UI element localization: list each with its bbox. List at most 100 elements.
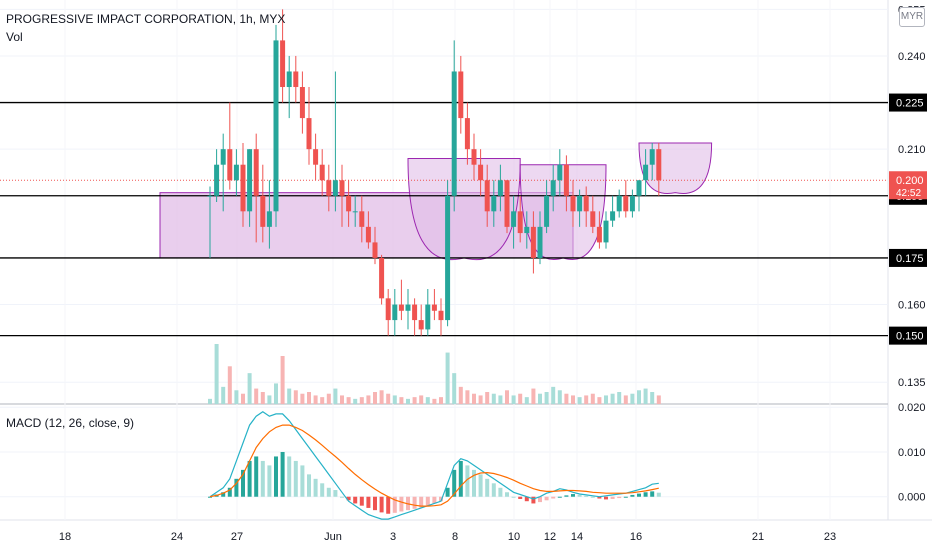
time-tick-label: 14 [571,531,583,543]
candle-body [418,320,424,330]
volume-bar [333,388,338,404]
pattern-drawings[interactable] [159,142,713,260]
candle-body [214,164,220,196]
candle-body [517,211,523,234]
volume-bar [412,397,417,404]
candle-body [603,220,609,243]
volume-bar [604,395,608,404]
candle-body [445,195,451,321]
macd-histogram-bar [399,496,404,512]
level-badge [889,326,927,345]
macd-histogram-bar [267,465,272,497]
candle-body [590,211,596,227]
candle-body [491,195,497,212]
macd-histogram-bar [373,496,377,511]
volume-bar [359,397,364,404]
macd-histogram-bar [505,492,509,497]
candle-body [266,211,272,227]
axes: 0.1350.1600.2100.2400.2550.0200.0100.000… [59,4,926,543]
candle-body [438,310,444,321]
macd-histogram-bar [221,492,226,497]
candle-body [220,149,226,165]
countdown-label: 42:52 [896,188,921,199]
volume-bar [590,393,595,404]
volume-bar [267,395,272,404]
volume-bar [340,395,344,404]
macd-histogram-bar [313,478,318,497]
volume-bar [379,390,384,404]
candle-body [484,180,490,212]
candle-body [240,164,246,212]
macd-histogram-bar [300,465,305,497]
candle-body [577,195,583,212]
macd-histogram-bar [346,496,351,501]
macd-histogram-bar [584,495,589,497]
macd-histogram-bar [630,494,635,497]
volume-bar [419,395,424,404]
macd-histogram-bar [656,492,661,497]
candle-body [610,211,616,221]
candle-body [405,304,411,311]
macd-histogram-bar [208,496,212,498]
macd-histogram-bar [557,496,562,498]
volume-bar [399,397,404,404]
macd-histogram-bar [293,460,298,497]
volume-bar [392,395,397,404]
macd-pane [208,410,661,520]
candle-body [656,149,662,181]
macd-histogram-bar [260,460,265,497]
macd-histogram-bar [458,460,463,497]
candle-body [365,226,371,243]
currency-badge[interactable]: MYR [899,7,925,27]
candle-body [504,180,510,227]
macd-histogram-bar [452,469,457,497]
candle-body [596,226,602,243]
volume-bar [478,395,483,404]
volume-bars [208,344,661,404]
candle-body [392,304,398,321]
macd-tick-label: 0.000 [898,492,926,504]
volume-bar [386,393,391,404]
volume-bar [274,383,278,404]
candle-body [372,242,378,258]
macd-histogram-bar [478,474,483,497]
volume-bar [208,398,212,404]
volume-bar [564,393,569,404]
candle-body [207,195,213,197]
candle-body [253,149,259,196]
volume-bar [485,392,490,404]
volume-bar [630,393,635,404]
volume-bar [300,393,305,404]
candle-body [339,180,345,196]
candle-body [537,226,543,258]
candle-body [530,226,536,258]
candle-body [280,40,286,88]
volume-bar [346,397,351,404]
candle-body [550,180,556,196]
time-tick-label: Jun [324,531,342,543]
macd-histogram-bar [392,496,397,513]
macd-histogram-bar [643,492,648,497]
macd-histogram-bar [241,469,245,497]
candle-body [431,304,437,311]
volume-bar [373,392,377,404]
macd-histogram-bar [353,496,358,504]
macd-histogram-bar [439,496,443,502]
macd-tick-label: 0.020 [898,402,926,414]
volume-bar [406,398,410,404]
time-tick-label: 24 [171,531,183,543]
candle-body [524,226,530,234]
macd-histogram-bar [571,494,575,497]
volume-bar [221,386,226,404]
volume-bar [498,395,503,404]
volume-bar [452,373,457,404]
volume-bar [623,395,628,404]
macd-histogram-bar [432,496,437,504]
time-tick-label: 12 [544,531,556,543]
volume-bar [425,397,430,404]
macd-histogram-bar [227,487,232,497]
macd-histogram-bar [650,491,655,497]
